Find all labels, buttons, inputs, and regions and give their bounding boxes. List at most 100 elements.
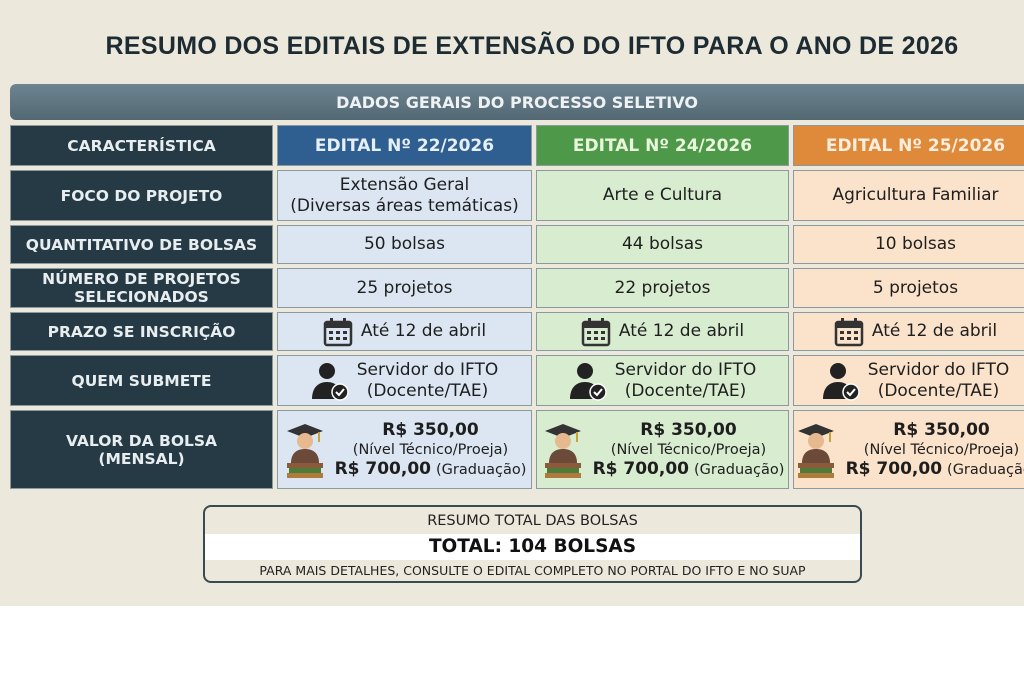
column-header: EDITAL Nº 24/2026 — [536, 125, 789, 166]
level: (Graduação) — [947, 461, 1024, 478]
amount: R$ 700,00 — [334, 458, 432, 479]
amount-line: R$ 700,00(Graduação) — [335, 459, 527, 480]
summary-box: RESUMO TOTAL DAS BOLSAS TOTAL: 104 BOLSA… — [203, 505, 862, 583]
row-label-line: FOCO DO PROJETO — [60, 186, 223, 205]
level: (Nível Técnico/Proeja) — [352, 441, 509, 458]
cell: Agricultura Familiar — [793, 170, 1024, 221]
cell-text: Servidor do IFTO (Docente/TAE) — [357, 360, 498, 402]
row-label-line: QUEM SUBMETE — [71, 371, 212, 390]
cell-line: (Docente/TAE) — [366, 380, 489, 401]
icon — [794, 421, 838, 479]
row-label-line: NÚMERO DE PROJETOS — [42, 270, 241, 288]
cell: Servidor do IFTO (Docente/TAE) — [536, 355, 789, 406]
row-label: NÚMERO DE PROJETOS SELECIONADOS — [10, 268, 273, 308]
level: (Nível Técnico/Proeja) — [610, 441, 767, 458]
cell: Até 12 de abril — [277, 312, 532, 351]
icon — [283, 421, 327, 479]
row-label-line: PRAZO SE INSCRIÇÃO — [47, 322, 236, 341]
row-label-line: (MENSAL) — [98, 449, 185, 468]
cell: Até 12 de abril — [536, 312, 789, 351]
row-label: VALOR DA BOLSA (MENSAL) — [10, 410, 273, 489]
amount: R$ 700,00 — [592, 458, 690, 479]
cell: 10 bolsas — [793, 225, 1024, 264]
column-header: EDITAL Nº 22/2026 — [277, 125, 532, 166]
row-label: QUANTITATIVO DE BOLSAS — [10, 225, 273, 264]
cell: R$ 350,00 (Nível Técnico/Proeja) R$ 700,00… — [793, 410, 1024, 489]
cell: 44 bolsas — [536, 225, 789, 264]
icon — [581, 317, 611, 347]
cell-text: 50 bolsas — [364, 234, 445, 255]
cell-text: 44 bolsas — [622, 234, 703, 255]
row-label-line: VALOR DA BOLSA — [65, 431, 218, 450]
cell-line: Até 12 de abril — [360, 321, 487, 341]
cell-line: Servidor do IFTO — [356, 359, 499, 380]
section-title: DADOS GERAIS DO PROCESSO SELETIVO — [10, 84, 1024, 120]
column-header: CARACTERÍSTICA — [10, 125, 273, 166]
cell-line: Arte e Cultura — [602, 185, 723, 205]
cell-text: Até 12 de abril — [619, 321, 744, 342]
cell: Servidor do IFTO (Docente/TAE) — [277, 355, 532, 406]
cell: R$ 350,00 (Nível Técnico/Proeja) R$ 700,00… — [536, 410, 789, 489]
row-label: FOCO DO PROJETO — [10, 170, 273, 221]
cell-text: 5 projetos — [873, 278, 958, 299]
cell-line: 50 bolsas — [363, 234, 446, 254]
cell: 22 projetos — [536, 268, 789, 308]
summary-note: PARA MAIS DETALHES, CONSULTE O EDITAL CO… — [259, 563, 806, 578]
icon — [822, 361, 860, 401]
cell-line: 10 bolsas — [874, 234, 957, 254]
cell-line: 25 projetos — [356, 277, 453, 298]
level: (Graduação) — [694, 461, 785, 478]
cell-text: Servidor do IFTO (Docente/TAE) — [868, 360, 1009, 402]
cell-text: Extensão Geral (Diversas áreas temáticas) — [290, 175, 518, 217]
cell-text: 25 projetos — [357, 278, 453, 299]
cell: Arte e Cultura — [536, 170, 789, 221]
amount-line: R$ 700,00(Graduação) — [846, 459, 1024, 480]
icon — [541, 421, 585, 479]
cell-text: 10 bolsas — [875, 234, 956, 255]
cell: Extensão Geral (Diversas áreas temáticas) — [277, 170, 532, 221]
cell-line: Até 12 de abril — [871, 321, 998, 341]
cell: 50 bolsas — [277, 225, 532, 264]
cell: 25 projetos — [277, 268, 532, 308]
cell-line: 44 bolsas — [621, 234, 704, 254]
cell-text: R$ 350,00 (Nível Técnico/Proeja) R$ 700,00… — [846, 420, 1024, 480]
cell: 5 projetos — [793, 268, 1024, 308]
icon — [834, 317, 864, 347]
icon — [323, 317, 353, 347]
level: (Nível Técnico/Proeja) — [863, 441, 1020, 458]
amount-line: R$ 700,00(Graduação) — [593, 459, 785, 480]
icon — [311, 361, 349, 401]
cell-line: Agricultura Familiar — [832, 185, 999, 205]
row-label: QUEM SUBMETE — [10, 355, 273, 406]
cell-text: R$ 350,00 (Nível Técnico/Proeja) R$ 700,00… — [335, 420, 527, 480]
cell-text: Arte e Cultura — [603, 185, 722, 206]
page-title: RESUMO DOS EDITAIS DE EXTENSÃO DO IFTO P… — [105, 32, 959, 60]
icon — [569, 361, 607, 401]
cell-line: (Diversas áreas temáticas) — [290, 195, 519, 216]
cell-text: Até 12 de abril — [872, 321, 997, 342]
row-label-line: QUANTITATIVO DE BOLSAS — [25, 235, 258, 254]
level: (Graduação) — [436, 461, 527, 478]
cell: R$ 350,00 (Nível Técnico/Proeja) R$ 700,00… — [277, 410, 532, 489]
row-label-line: SELECIONADOS — [74, 288, 209, 306]
cell-text: Até 12 de abril — [361, 321, 486, 342]
cell-line: (Docente/TAE) — [877, 380, 1000, 401]
cell-text: R$ 350,00 (Nível Técnico/Proeja) R$ 700,00… — [593, 420, 785, 480]
cell-text: 22 projetos — [615, 278, 711, 299]
cell: Servidor do IFTO (Docente/TAE) — [793, 355, 1024, 406]
column-header: EDITAL Nº 25/2026 — [793, 125, 1024, 166]
summary-title: RESUMO TOTAL DAS BOLSAS — [427, 513, 638, 529]
cell-line: Extensão Geral — [339, 174, 470, 195]
amount: R$ 350,00 — [382, 419, 479, 440]
cell-line: Servidor do IFTO — [614, 359, 757, 380]
cell-line: 22 projetos — [614, 277, 711, 298]
cell-line: Servidor do IFTO — [867, 359, 1010, 380]
amount: R$ 700,00 — [845, 458, 943, 479]
cell-line: 5 projetos — [872, 277, 959, 298]
cell-line: Até 12 de abril — [618, 321, 745, 341]
amount: R$ 350,00 — [893, 419, 990, 440]
summary-total: TOTAL: 104 BOLSAS — [205, 534, 860, 560]
amount: R$ 350,00 — [640, 419, 737, 440]
cell-text: Servidor do IFTO (Docente/TAE) — [615, 360, 756, 402]
